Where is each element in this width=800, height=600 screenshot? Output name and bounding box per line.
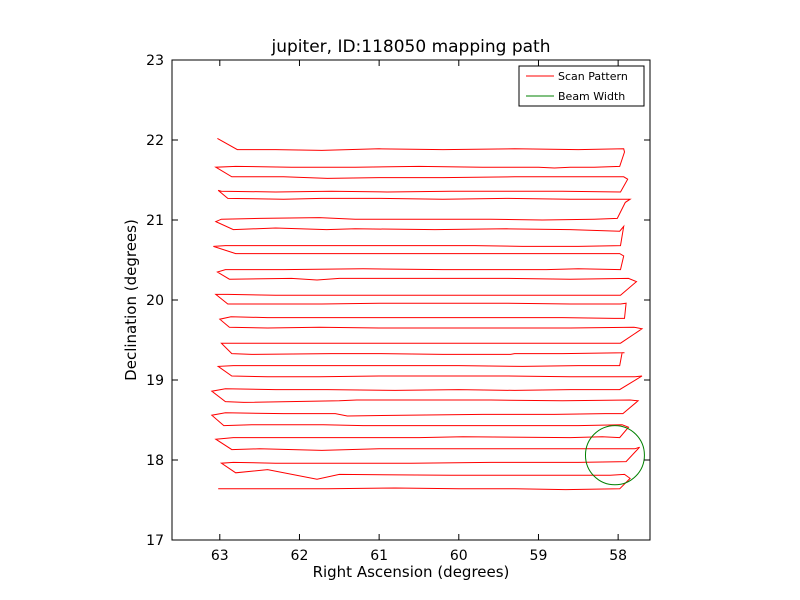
y-tick-label: 20: [146, 293, 164, 309]
y-tick-label: 17: [146, 533, 164, 549]
plot-frame: [171, 59, 651, 541]
legend: Scan Pattern Beam Width: [518, 65, 645, 107]
x-tick-label: 58: [609, 548, 627, 564]
legend-label-scan-pattern: Scan Pattern: [558, 70, 628, 83]
legend-box: [518, 65, 645, 107]
x-tick-label: 63: [211, 548, 229, 564]
y-tick-label: 18: [146, 453, 164, 469]
scan-pattern-line: [210, 137, 644, 491]
beam-width-circle: [584, 425, 645, 486]
plot-layer: [210, 137, 645, 491]
x-axis-title: Right Ascension (degrees): [313, 563, 510, 581]
ticks-layer: 63 62 61 60 59 58 17 18 19 20 21 22 23: [146, 53, 650, 564]
legend-label-beam-width: Beam Width: [558, 90, 625, 103]
x-tick-label: 60: [450, 548, 468, 564]
x-tick-label: 59: [530, 548, 548, 564]
y-axis-title: Declination (degrees): [122, 219, 140, 381]
y-tick-label: 19: [146, 373, 164, 389]
x-tick-label: 62: [291, 548, 309, 564]
y-tick-label: 23: [146, 53, 164, 69]
y-tick-label: 21: [146, 213, 164, 229]
x-tick-label: 61: [370, 548, 388, 564]
chart-title: jupiter, ID:118050 mapping path: [271, 37, 551, 57]
y-tick-label: 22: [146, 133, 164, 149]
